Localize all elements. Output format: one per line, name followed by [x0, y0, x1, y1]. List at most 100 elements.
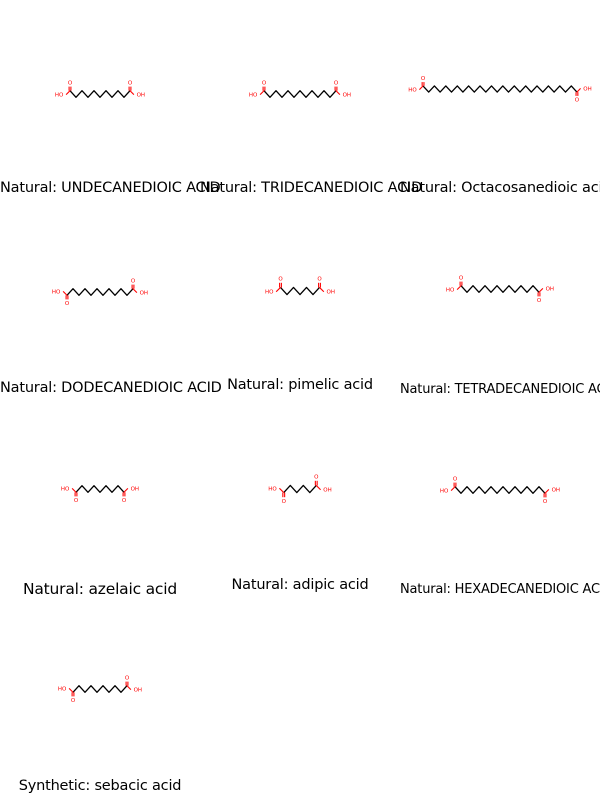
hydroxyl-atom-label: HO	[58, 686, 67, 692]
carbon-chain-bond	[72, 685, 128, 693]
hydroxyl-bond	[315, 485, 321, 491]
oxygen-atom-label: O	[68, 80, 73, 86]
oxygen-atom-label: O	[131, 278, 136, 284]
hydroxyl-bond	[126, 685, 132, 691]
hydroxyl-bond	[279, 487, 285, 493]
hydroxyl-bond	[544, 488, 550, 494]
hydroxyl-bond	[538, 287, 544, 293]
hydroxyl-bond	[576, 87, 581, 93]
molecule-cell-pimelic: O HO O OH Natural: pimelic acid	[200, 200, 400, 400]
oxygen-atom-label: O	[282, 499, 287, 505]
oxygen-atom-label: O	[314, 475, 319, 481]
hydroxyl-atom-label: OH	[134, 688, 142, 694]
hydroxyl-bond	[419, 85, 424, 91]
hydroxyl-atom-label: HO	[265, 290, 274, 296]
hydroxyl-atom-label: HO	[249, 93, 258, 99]
hydroxyl-atom-label: OH	[546, 286, 554, 292]
oxygen-atom-label: O	[575, 98, 580, 104]
hydroxyl-bond	[129, 90, 135, 96]
hydroxyl-bond	[65, 90, 71, 96]
hydroxyl-atom-label: OH	[323, 488, 331, 494]
hydroxyl-atom-label: OH	[131, 486, 139, 492]
hydroxyl-atom-label: HO	[55, 93, 64, 99]
hydroxyl-atom-label: HO	[408, 88, 417, 94]
molecule-label: Natural: UNDECANEDIOIC ACID	[0, 180, 221, 196]
structure-hexadecanedioic: O HO O OH	[440, 476, 560, 505]
molecule-label: Natural: adipic acid	[231, 577, 369, 593]
hydroxyl-bond	[71, 487, 77, 493]
oxygen-atom-label: O	[71, 698, 76, 704]
hydroxyl-bond	[319, 287, 325, 293]
oxygen-atom-label: O	[459, 275, 464, 281]
hydroxyl-bond	[68, 687, 74, 693]
molecule-label: Natural: TETRADECANEDIOIC ACID	[400, 382, 600, 397]
molecule-label: Natural: DODECANEDIOIC ACID	[0, 380, 222, 396]
molecule-cell-adipic: O HO O OH Natural: adipic acid	[200, 400, 400, 600]
molecule-label: Natural: pimelic acid	[227, 377, 373, 393]
carbon-chain-bond	[69, 90, 131, 98]
structure-tridecanedioic: O HO O OH	[249, 80, 351, 99]
oxygen-atom-label: O	[453, 476, 458, 482]
carbon-chain-bond	[263, 90, 337, 98]
hydroxyl-bond	[123, 487, 129, 493]
oxygen-atom-label: O	[122, 498, 127, 504]
hydroxyl-atom-label: OH	[583, 86, 591, 92]
hydroxyl-atom-label: HO	[446, 288, 455, 294]
molecule-cell-undecanedioic: O HO O OH Natural: UNDECANEDIOIC ACID	[0, 0, 221, 200]
hydroxyl-atom-label: HO	[61, 486, 70, 492]
hydroxyl-atom-label: HO	[268, 486, 277, 492]
hydroxyl-bond	[259, 90, 265, 96]
hydroxyl-bond	[275, 287, 281, 293]
carbon-chain-bond	[422, 85, 578, 93]
molecule-label: Natural: HEXADECANEDIOIC ACID	[400, 582, 600, 597]
oxygen-atom-label: O	[125, 675, 130, 681]
molecule-cell-sebacic: O HO O OH Synthetic: sebacic acid	[0, 600, 200, 800]
molecule-label: Natural: azelaic acid	[22, 580, 178, 598]
carbon-chain-bond	[454, 486, 546, 494]
structure-sebacic: O HO O OH	[58, 675, 142, 704]
hydroxyl-bond	[62, 290, 68, 296]
molecule-cell-dodecanedioic: O HO O OH Natural: DODECANEDIOIC ACID	[0, 200, 222, 400]
carbon-chain-bond	[75, 485, 125, 493]
hydroxyl-atom-label: HO	[440, 489, 449, 495]
oxygen-atom-label: O	[317, 277, 322, 283]
carbon-chain-bond	[280, 286, 320, 296]
oxygen-atom-label: O	[128, 80, 133, 86]
molecule-cell-azelaic: O HO O OH Natural: azelaic acid	[0, 400, 200, 600]
oxygen-atom-label: O	[543, 499, 548, 505]
molecule-label: Natural: TRIDECANEDIOIC ACID	[200, 180, 423, 196]
structure-pimelic: O HO O OH	[265, 277, 335, 296]
hydroxyl-atom-label: OH	[343, 93, 351, 99]
hydroxyl-bond	[132, 288, 138, 294]
molecule-cell-tridecanedioic: O HO O OH Natural: TRIDECANEDIOIC ACID	[200, 0, 423, 200]
hydroxyl-bond	[450, 486, 456, 492]
structure-undecanedioic: O HO O OH	[55, 80, 145, 99]
molecule-label: Synthetic: sebacic acid	[18, 778, 182, 794]
hydroxyl-atom-label: OH	[327, 290, 335, 296]
oxygen-atom-label: O	[65, 301, 70, 307]
oxygen-atom-label: O	[537, 298, 542, 304]
structure-dodecanedioic: O HO O OH	[52, 278, 148, 307]
molecule-label: Natural: Octacosanedioic acid	[400, 180, 600, 196]
structure-azelaic: O HO O OH	[61, 485, 139, 504]
oxygen-atom-label: O	[278, 277, 283, 283]
carbon-chain-bond	[283, 484, 317, 494]
oxygen-atom-label: O	[334, 80, 339, 86]
oxygen-atom-label: O	[74, 498, 79, 504]
hydroxyl-atom-label: HO	[52, 289, 61, 295]
molecule-cell-octacosanedioic: O HO O OH Natural: Octacosanedioic acid	[400, 0, 600, 200]
structure-tetradecanedioic: O HO O OH	[446, 275, 554, 304]
carbon-chain-bond	[66, 288, 134, 296]
carbon-chain-bond	[460, 285, 540, 293]
molecule-cell-hexadecanedioic: O HO O OH Natural: HEXADECANEDIOIC ACID	[400, 400, 600, 600]
oxygen-atom-label: O	[421, 76, 426, 82]
hydroxyl-atom-label: OH	[552, 487, 560, 493]
hydroxyl-atom-label: OH	[137, 93, 145, 99]
hydroxyl-bond	[456, 285, 462, 291]
molecule-cell-tetradecanedioic: O HO O OH Natural: TETRADECANEDIOIC ACID	[400, 200, 600, 400]
oxygen-atom-label: O	[262, 80, 267, 86]
hydroxyl-atom-label: OH	[140, 291, 148, 297]
hydroxyl-bond	[335, 90, 341, 96]
